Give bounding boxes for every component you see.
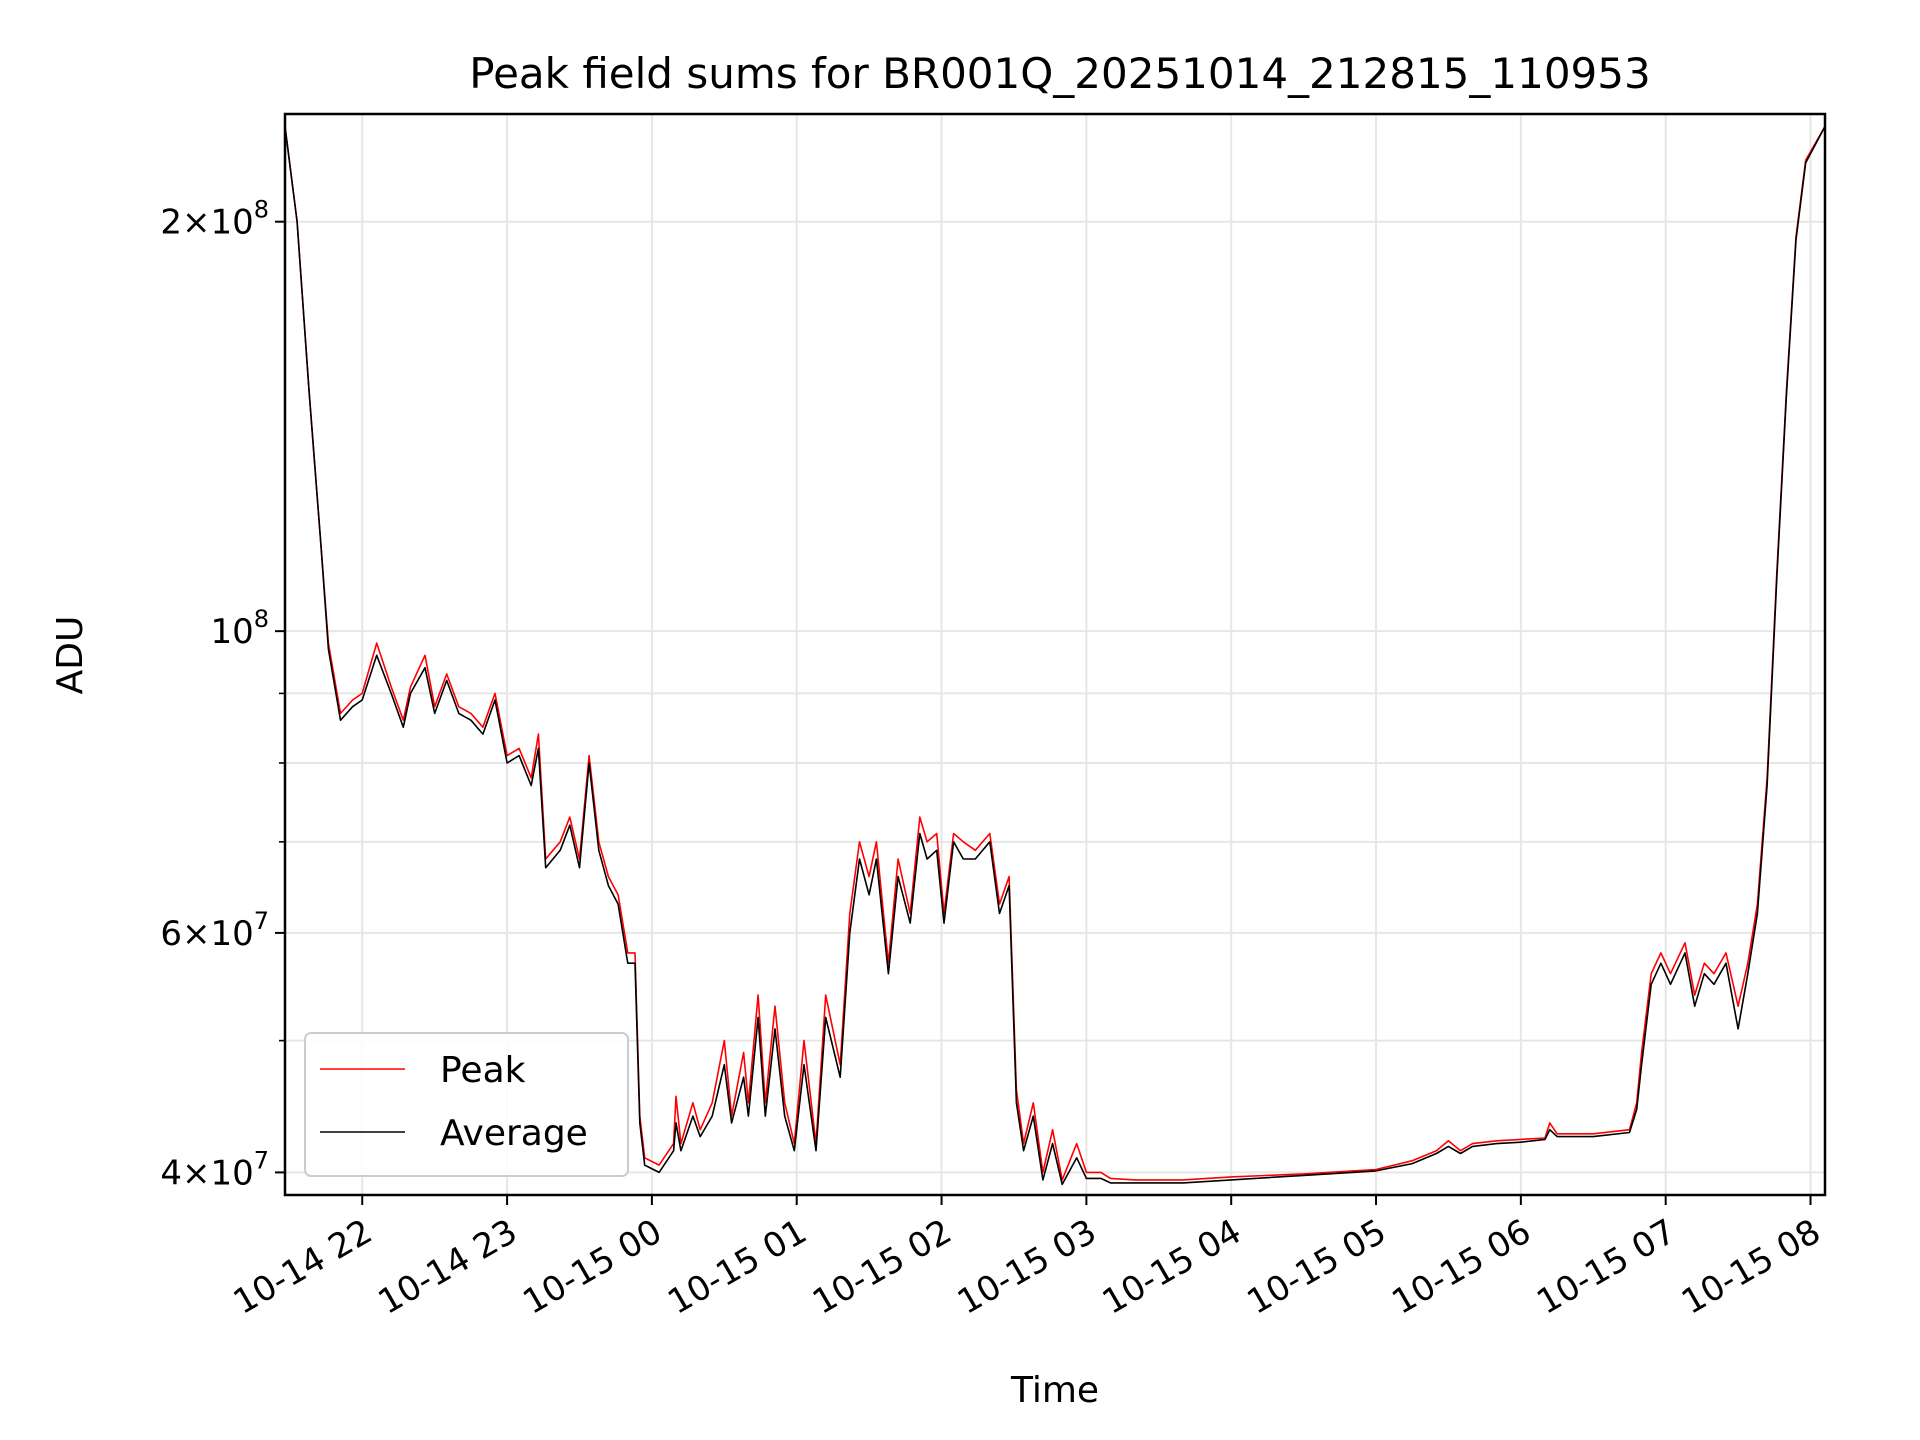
legend-label-peak: Peak bbox=[440, 1050, 526, 1091]
y-axis-title: ADU bbox=[50, 616, 91, 695]
y-tick-label: 2×108 bbox=[160, 196, 269, 243]
y-axis: 4×107 6×107 108 2×108 bbox=[160, 196, 285, 1193]
chart-title: Peak field sums for BR001Q_20251014_2128… bbox=[469, 49, 1650, 98]
y-tick-label: 6×107 bbox=[160, 907, 269, 954]
series-line-average bbox=[284, 126, 1826, 1186]
series-layer bbox=[284, 126, 1826, 1186]
y-tick-label: 4×107 bbox=[160, 1146, 269, 1193]
y-tick-label: 108 bbox=[210, 605, 269, 652]
x-axis-title: Time bbox=[1010, 1370, 1099, 1411]
plot-frame bbox=[283, 112, 1827, 1197]
legend-label-average: Average bbox=[440, 1113, 588, 1154]
series-line-peak bbox=[284, 126, 1826, 1181]
legend: Peak Average bbox=[304, 1032, 629, 1177]
